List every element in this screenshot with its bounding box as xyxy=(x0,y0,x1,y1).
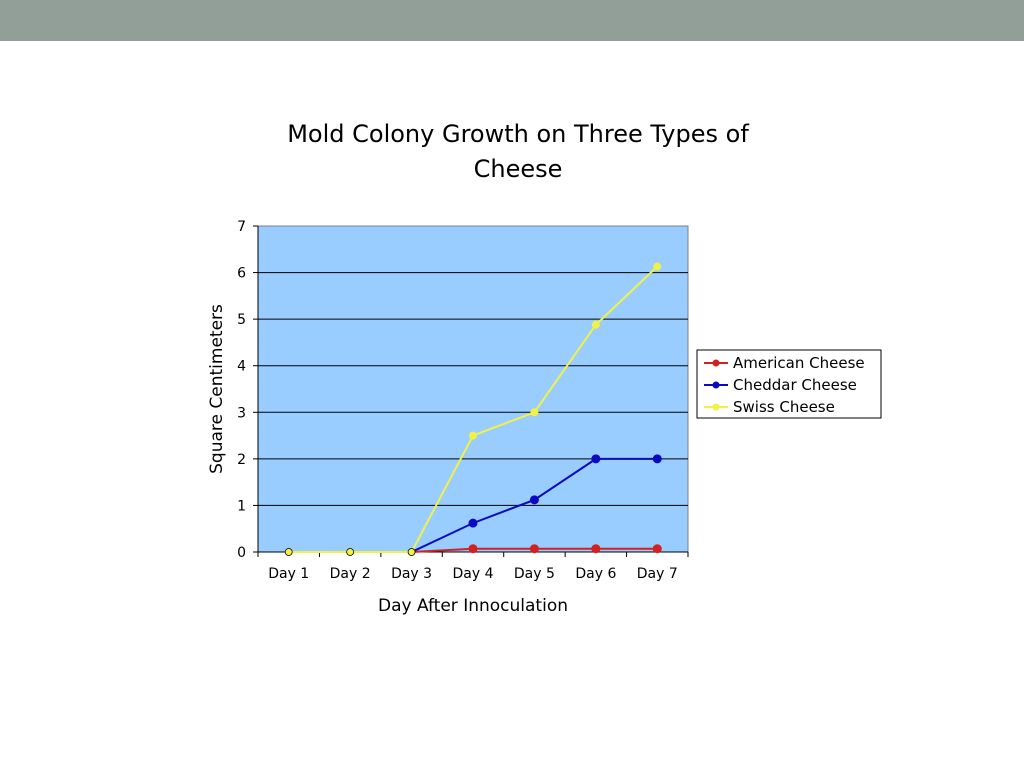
x-axis: Day 1 Day 2 Day 3 Day 4 Day 5 Day 6 Day 7 xyxy=(257,551,689,582)
data-point-cheddar-cheese xyxy=(652,454,662,464)
data-point-swiss-cheese xyxy=(346,548,355,556)
data-point-swiss-cheese xyxy=(530,408,539,417)
y-tick-label: 2 xyxy=(237,452,246,468)
chart-title-line-2: Cheese xyxy=(474,155,563,183)
y-axis-title: Square Centimeters xyxy=(207,304,227,474)
chart-title-line-1: Mold Colony Growth on Three Types of xyxy=(287,120,749,148)
legend: American Cheese Cheddar Cheese Swiss Chees… xyxy=(696,349,882,419)
data-point-cheddar-cheese xyxy=(468,518,478,528)
y-tick-label: 7 xyxy=(237,219,246,235)
data-point-cheddar-cheese xyxy=(529,495,539,505)
data-point-swiss-cheese xyxy=(653,262,662,271)
legend-marker-swiss-cheese xyxy=(712,403,720,411)
data-point-swiss-cheese xyxy=(407,548,416,556)
y-tick-label: 1 xyxy=(237,498,246,514)
y-tick-label: 3 xyxy=(237,405,246,421)
x-tick-label: Day 1 xyxy=(268,566,309,582)
legend-marker-american-cheese xyxy=(712,359,720,367)
data-point-american-cheese xyxy=(652,544,662,554)
legend-label-swiss-cheese: Swiss Cheese xyxy=(733,398,835,416)
data-point-american-cheese xyxy=(529,544,539,554)
legend-label-cheddar-cheese: Cheddar Cheese xyxy=(733,376,857,394)
y-tick-label: 5 xyxy=(237,312,246,328)
legend-marker-cheddar-cheese xyxy=(712,381,720,389)
gridlines xyxy=(258,272,688,506)
x-tick-label: Day 5 xyxy=(514,566,555,582)
data-point-swiss-cheese xyxy=(591,320,600,329)
y-tick-label: 4 xyxy=(237,359,246,375)
series-layer xyxy=(284,262,662,556)
data-point-american-cheese xyxy=(468,544,478,554)
x-tick-label: Day 4 xyxy=(452,566,493,582)
x-tick-label: Day 7 xyxy=(637,566,678,582)
y-tick-label: 6 xyxy=(237,266,246,282)
slide-header-bar xyxy=(0,0,1024,41)
data-point-swiss-cheese xyxy=(284,548,293,556)
y-axis: 0 1 2 3 4 5 6 7 xyxy=(237,219,259,561)
data-point-american-cheese xyxy=(591,544,601,554)
data-point-cheddar-cheese xyxy=(591,454,601,464)
y-tick-label: 0 xyxy=(237,545,246,561)
x-tick-label: Day 2 xyxy=(330,566,371,582)
plot-area xyxy=(257,225,689,553)
x-tick-label: Day 3 xyxy=(391,566,432,582)
x-tick-label: Day 6 xyxy=(575,566,616,582)
legend-label-american-cheese: American Cheese xyxy=(733,354,865,372)
data-point-swiss-cheese xyxy=(469,431,477,440)
x-axis-title: Day After Innoculation xyxy=(378,596,568,616)
